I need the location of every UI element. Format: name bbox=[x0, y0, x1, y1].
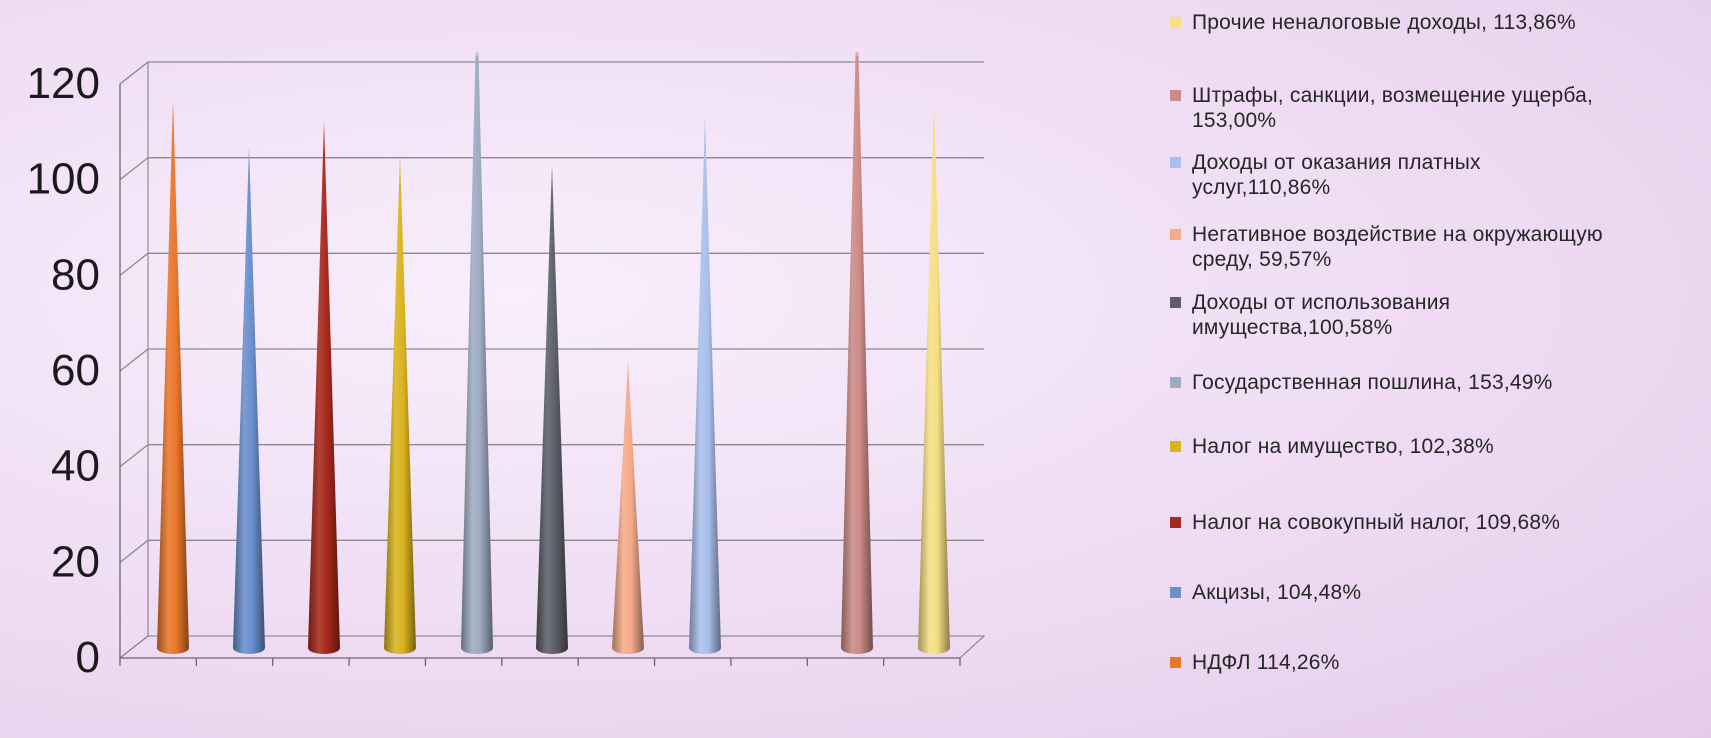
legend-swatch bbox=[1170, 297, 1181, 308]
legend-label-line: Налог на совокупный налог, 109,68% bbox=[1192, 511, 1561, 534]
cone-bar bbox=[841, 52, 873, 654]
x-axis bbox=[119, 84, 961, 666]
gridlines bbox=[119, 61, 984, 563]
legend-item: Государственная пошлина, 153,49% bbox=[1170, 370, 1690, 395]
legend-label: Акцизы, 104,48% bbox=[1192, 580, 1690, 605]
legend-label: Доходы от оказания платных услуг,110,86% bbox=[1192, 150, 1690, 200]
legend-label-line: имущества,100,58% bbox=[1192, 316, 1393, 339]
legend-item: Налог на совокупный налог, 109,68% bbox=[1170, 510, 1690, 535]
legend-swatch bbox=[1170, 90, 1181, 101]
legend-item: Прочие неналоговые доходы, 113,86% bbox=[1170, 10, 1690, 35]
legend-item: Акцизы, 104,48% bbox=[1170, 580, 1690, 605]
legend-item: Налог на имущество, 102,38% bbox=[1170, 434, 1690, 459]
legend-label-line: 153,00% bbox=[1192, 109, 1277, 132]
legend-swatch bbox=[1170, 229, 1181, 240]
y-tick-label: 20 bbox=[51, 537, 100, 586]
legend-label-line: Акцизы, 104,48% bbox=[1192, 581, 1362, 604]
legend-swatch bbox=[1170, 377, 1181, 388]
cone-bars bbox=[157, 52, 950, 654]
legend-label-line: Государственная пошлина, 153,49% bbox=[1192, 371, 1553, 394]
cone-bar bbox=[233, 146, 265, 654]
legend-label-line: Штрафы, санкции, возмещение ущерба, bbox=[1192, 84, 1594, 107]
legend-swatch bbox=[1170, 441, 1181, 452]
legend-item: Доходы от оказания платных услуг,110,86% bbox=[1170, 150, 1690, 200]
legend-label: Прочие неналоговые доходы, 113,86% bbox=[1192, 10, 1690, 35]
legend-swatch bbox=[1170, 657, 1181, 668]
legend-label: Налог на совокупный налог, 109,68% bbox=[1192, 510, 1690, 535]
legend-label: Негативное воздействие на окружающую сред… bbox=[1192, 222, 1690, 272]
y-tick-label: 40 bbox=[51, 442, 100, 491]
y-tick-label: 100 bbox=[27, 155, 100, 204]
cone-bar bbox=[384, 156, 416, 654]
cone-bar bbox=[308, 121, 340, 654]
legend-item: Штрафы, санкции, возмещение ущерба, 153,0… bbox=[1170, 83, 1690, 133]
cone-bar bbox=[689, 115, 721, 654]
legend-swatch bbox=[1170, 517, 1181, 528]
chart-legend: Прочие неналоговые доходы, 113,86% Штрафы… bbox=[1170, 0, 1711, 738]
legend-label: НДФЛ 114,26% bbox=[1192, 650, 1690, 675]
y-axis-tick-labels: 0 20 40 60 80 100 120 bbox=[27, 59, 100, 682]
legend-label: Налог на имущество, 102,38% bbox=[1192, 434, 1690, 459]
legend-label: Государственная пошлина, 153,49% bbox=[1192, 370, 1690, 395]
legend-item: Негативное воздействие на окружающую сред… bbox=[1170, 222, 1690, 272]
y-tick-label: 0 bbox=[76, 633, 100, 682]
y-tick-label: 120 bbox=[27, 59, 100, 108]
gridline bbox=[119, 61, 984, 85]
y-tick-label: 60 bbox=[51, 346, 100, 395]
legend-label-line: Налог на имущество, 102,38% bbox=[1192, 435, 1494, 458]
legend-label-line: НДФЛ 114,26% bbox=[1192, 651, 1340, 674]
cone-bar bbox=[918, 101, 950, 654]
legend-item: Доходы от использования имущества,100,58% bbox=[1170, 290, 1690, 340]
legend-label-line: Доходы от оказания платных bbox=[1192, 151, 1481, 174]
legend-label-line: среду, 59,57% bbox=[1192, 248, 1332, 271]
cone-bar bbox=[157, 99, 189, 654]
legend-label-line: Негативное воздействие на окружающую bbox=[1192, 223, 1603, 246]
legend-label-line: Прочие неналоговые доходы, 113,86% bbox=[1192, 11, 1576, 34]
cone-bar bbox=[461, 52, 493, 654]
legend-label-line: услуг,110,86% bbox=[1192, 176, 1331, 199]
legend-label: Доходы от использования имущества,100,58% bbox=[1192, 290, 1690, 340]
y-tick-label: 80 bbox=[51, 250, 100, 299]
legend-label-line: Доходы от использования bbox=[1192, 291, 1451, 314]
legend-swatch bbox=[1170, 17, 1181, 28]
legend-item: НДФЛ 114,26% bbox=[1170, 650, 1690, 675]
legend-swatch bbox=[1170, 587, 1181, 598]
cone-bar bbox=[612, 361, 644, 654]
legend-swatch bbox=[1170, 157, 1181, 168]
cone-bar bbox=[536, 164, 568, 654]
legend-label: Штрафы, санкции, возмещение ущерба, 153,0… bbox=[1192, 83, 1690, 133]
